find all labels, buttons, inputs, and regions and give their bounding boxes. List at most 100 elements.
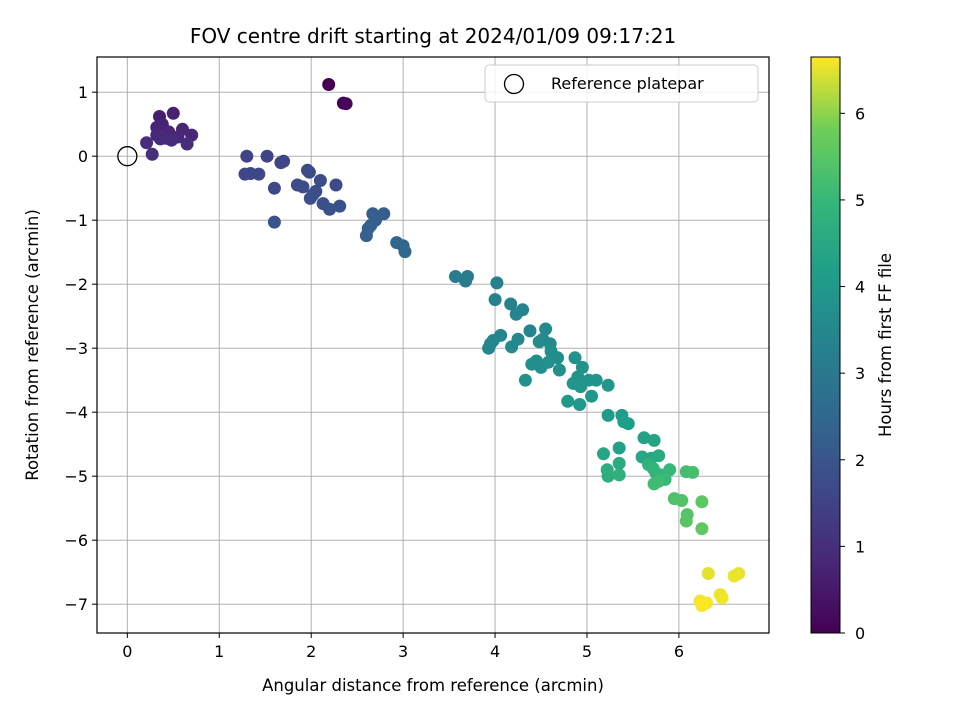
- data-point: [552, 363, 566, 377]
- data-point: [359, 229, 373, 243]
- data-point: [490, 276, 504, 290]
- y-axis-ticks: 1 0 −1 −2 −3 −4 −5 −6 −7: [64, 83, 97, 614]
- data-point: [505, 340, 519, 354]
- x-tick-label: 2: [306, 642, 316, 661]
- data-point: [701, 567, 715, 580]
- data-point: [244, 167, 257, 180]
- data-point: [612, 468, 626, 482]
- colorbar: [810, 56, 841, 634]
- data-point: [484, 337, 497, 351]
- data-point: [621, 417, 635, 431]
- data-point: [585, 389, 599, 403]
- y-tick-label: −7: [64, 595, 88, 614]
- data-point: [449, 270, 462, 283]
- x-tick-label: 3: [398, 642, 408, 661]
- data-point: [260, 149, 274, 163]
- data-point: [695, 599, 709, 612]
- y-tick-label: −6: [64, 531, 88, 550]
- data-point: [166, 106, 180, 120]
- data-point: [323, 202, 337, 216]
- data-point: [398, 245, 412, 259]
- colorbar-ticks: 0 1 2 3 4 5 6: [840, 104, 865, 643]
- x-tick-label: 4: [490, 642, 500, 661]
- legend-entry: Reference platepar: [551, 74, 704, 93]
- data-points: [117, 78, 746, 612]
- data-point: [597, 447, 610, 461]
- colorbar-tick-label: 6: [855, 104, 865, 123]
- data-point: [504, 297, 518, 311]
- data-point: [541, 355, 555, 369]
- data-point: [313, 174, 327, 187]
- data-point: [612, 456, 626, 470]
- data-point: [329, 178, 343, 192]
- data-point: [523, 324, 537, 338]
- x-axis-ticks: 0 1 2 3 4 5 6: [122, 633, 684, 661]
- data-point: [267, 215, 281, 229]
- data-point: [715, 591, 729, 605]
- legend-box: [484, 64, 759, 103]
- x-tick-label: 5: [582, 642, 592, 661]
- plot-frame: [96, 56, 770, 634]
- data-point: [686, 465, 700, 479]
- data-point: [568, 351, 582, 365]
- data-point: [488, 293, 502, 307]
- colorbar-tick-label: 3: [855, 364, 865, 383]
- data-point: [647, 433, 661, 447]
- colorbar-tick-label: 1: [855, 537, 865, 556]
- grid: [97, 57, 769, 633]
- colorbar-tick-label: 4: [855, 278, 865, 297]
- data-point: [601, 378, 615, 392]
- reference-point: [117, 146, 138, 167]
- data-point: [322, 78, 336, 91]
- data-point: [679, 514, 693, 528]
- data-point: [140, 136, 154, 150]
- data-point: [695, 495, 709, 509]
- data-point: [333, 199, 347, 213]
- x-tick-label: 0: [122, 642, 132, 661]
- data-point: [612, 441, 626, 455]
- y-tick-label: −3: [64, 339, 88, 358]
- data-point: [145, 147, 159, 161]
- data-point: [153, 132, 167, 146]
- y-tick-label: −2: [64, 275, 88, 294]
- data-point: [165, 133, 178, 147]
- y-tick-label: −1: [64, 211, 88, 230]
- data-point: [589, 373, 603, 387]
- data-point: [509, 307, 523, 321]
- colorbar-tick-label: 5: [855, 191, 865, 210]
- chart-title: FOV centre drift starting at 2024/01/09 …: [190, 24, 676, 48]
- data-point: [339, 97, 353, 111]
- y-axis-label: Rotation from reference (arcmin): [23, 209, 42, 481]
- colorbar-label: Hours from first FF file: [876, 253, 895, 437]
- data-point: [652, 449, 666, 463]
- y-tick-label: −5: [64, 467, 88, 486]
- x-axis-label: Angular distance from reference (arcmin): [262, 676, 604, 695]
- data-point: [561, 394, 575, 408]
- data-point: [574, 380, 587, 394]
- data-point: [459, 274, 473, 288]
- data-point: [601, 469, 615, 483]
- data-point: [532, 335, 546, 349]
- x-tick-label: 6: [674, 642, 684, 661]
- colorbar-tick-label: 2: [855, 451, 865, 470]
- data-point: [695, 522, 709, 536]
- data-point: [518, 373, 532, 387]
- y-tick-label: 1: [78, 83, 88, 102]
- data-point: [539, 322, 553, 336]
- y-tick-label: 0: [78, 147, 88, 166]
- data-point: [306, 188, 320, 202]
- legend-marker: [503, 73, 525, 95]
- data-point: [274, 156, 288, 170]
- data-point: [296, 180, 310, 194]
- colorbar-tick-label: 0: [855, 624, 865, 643]
- data-point: [647, 477, 661, 491]
- data-point: [240, 149, 254, 163]
- data-point: [675, 494, 689, 507]
- data-point: [573, 398, 587, 411]
- data-point: [727, 569, 741, 583]
- data-point: [180, 137, 194, 151]
- data-point: [637, 431, 651, 445]
- x-tick-label: 1: [214, 642, 224, 661]
- data-point: [302, 165, 316, 179]
